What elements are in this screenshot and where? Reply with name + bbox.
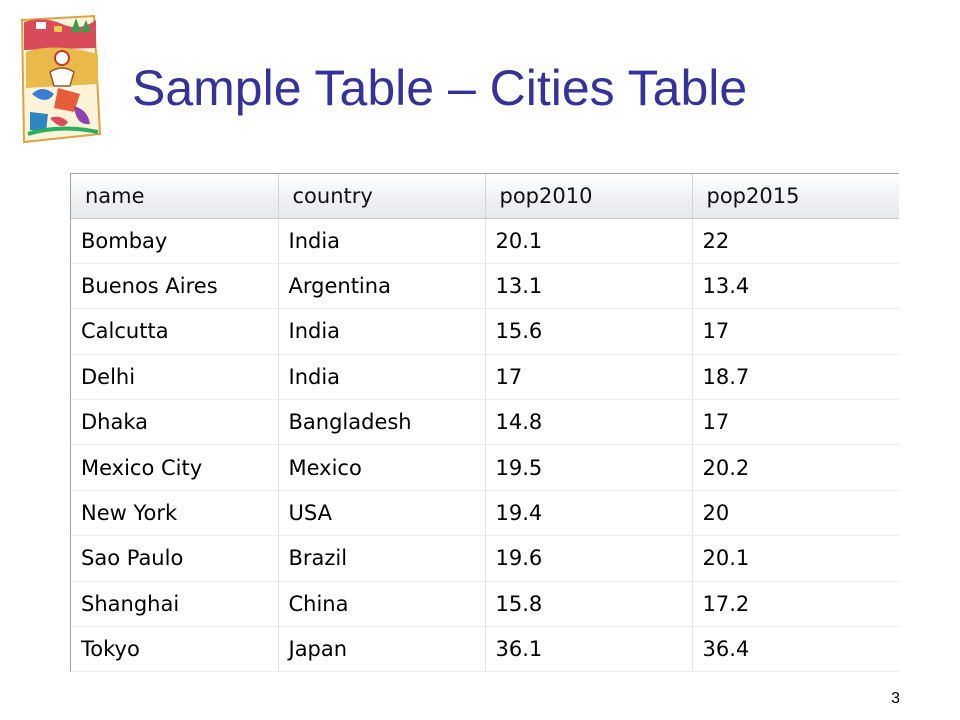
table-cell-pop2015[interactable]: 17 [692,308,899,355]
table-cell-pop2015[interactable]: 18.7 [692,354,899,401]
table-row[interactable]: Shanghai China 15.8 17.2 [71,581,899,628]
table-cell-pop2015[interactable]: 20 [692,490,899,537]
column-header-name[interactable]: name [71,174,279,219]
table-cell-name[interactable]: Sao Paulo [71,535,279,582]
table-cell-pop2015[interactable]: 36.4 [692,626,899,672]
slide-number: 3 [891,690,900,707]
table-row[interactable]: Mexico City Mexico 19.5 20.2 [71,444,899,491]
table-cell-pop2010[interactable]: 19.5 [485,444,693,491]
column-header-pop2010[interactable]: pop2010 [485,174,693,219]
table-cell-name[interactable]: Buenos Aires [71,263,279,310]
table-row[interactable]: Sao Paulo Brazil 19.6 20.1 [71,535,899,582]
table-cell-pop2010[interactable]: 14.8 [485,399,693,446]
cities-table: name country pop2010 pop2015 Bombay India 20.… [70,173,899,672]
column-header-pop2015[interactable]: pop2015 [692,174,899,219]
table-row[interactable]: Bombay India 20.1 22 [71,218,899,264]
table-cell-country[interactable]: Argentina [278,263,486,310]
table-cell-pop2010[interactable]: 17 [485,354,693,401]
table-cell-country[interactable]: Japan [278,626,486,672]
table-cell-name[interactable]: Bombay [71,218,279,264]
table-cell-country[interactable]: Brazil [278,535,486,582]
table-cell-country[interactable]: USA [278,490,486,537]
table-cell-country[interactable]: India [278,218,486,264]
table-cell-pop2010[interactable]: 15.6 [485,308,693,355]
table-cell-country[interactable]: China [278,581,486,628]
table-row[interactable]: Tokyo Japan 36.1 36.4 [71,626,899,672]
table-cell-pop2015[interactable]: 17.2 [692,581,899,628]
header-row: name country pop2010 pop2015 [71,174,899,219]
table-row[interactable]: Delhi India 17 18.7 [71,354,899,401]
table-row[interactable]: Dhaka Bangladesh 14.8 17 [71,399,899,446]
table-cell-name[interactable]: Delhi [71,354,279,401]
table-row[interactable]: Calcutta India 15.6 17 [71,308,899,355]
table-row[interactable]: New York USA 19.4 20 [71,490,899,537]
table-row[interactable]: Buenos Aires Argentina 13.1 13.4 [71,263,899,310]
table-cell-pop2015[interactable]: 22 [692,218,899,264]
table-cell-pop2015[interactable]: 17 [692,399,899,446]
table-cell-name[interactable]: Tokyo [71,626,279,672]
clipart-logo [14,14,106,146]
slide-title: Sample Table – Cities Table [132,60,748,116]
table-cell-pop2010[interactable]: 15.8 [485,581,693,628]
table-cell-name[interactable]: Shanghai [71,581,279,628]
column-header-country[interactable]: country [278,174,486,219]
table-cell-pop2010[interactable]: 36.1 [485,626,693,672]
table-cell-country[interactable]: India [278,354,486,401]
table-cell-name[interactable]: New York [71,490,279,537]
table-cell-pop2015[interactable]: 20.2 [692,444,899,491]
data-grid: name country pop2010 pop2015 Bombay India 20.… [71,174,899,672]
table-cell-country[interactable]: Mexico [278,444,486,491]
table-cell-pop2010[interactable]: 19.4 [485,490,693,537]
table-cell-name[interactable]: Mexico City [71,444,279,491]
table-cell-pop2010[interactable]: 13.1 [485,263,693,310]
table-cell-pop2015[interactable]: 13.4 [692,263,899,310]
table-cell-country[interactable]: India [278,308,486,355]
table-cell-pop2015[interactable]: 20.1 [692,535,899,582]
grid-body: Bombay India 20.1 22 Buenos Aires Argentina 13… [71,218,899,672]
table-cell-country[interactable]: Bangladesh [278,399,486,446]
table-cell-name[interactable]: Calcutta [71,308,279,355]
table-cell-name[interactable]: Dhaka [71,399,279,446]
table-cell-pop2010[interactable]: 20.1 [485,218,693,264]
table-cell-pop2010[interactable]: 19.6 [485,535,693,582]
